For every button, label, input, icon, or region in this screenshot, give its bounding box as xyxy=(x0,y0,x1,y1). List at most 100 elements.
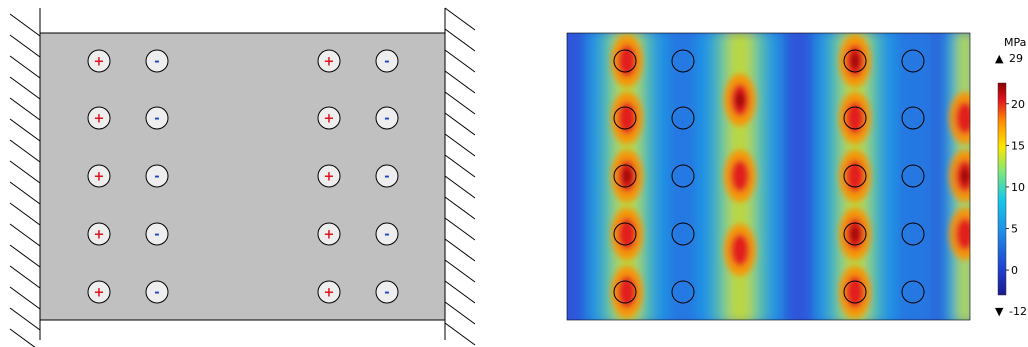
plus-sign: + xyxy=(324,55,335,70)
hatch-line xyxy=(9,55,41,79)
minus-sign: - xyxy=(384,55,389,70)
plus-sign: + xyxy=(94,228,105,243)
positive-electrode: + xyxy=(87,222,111,246)
positive-electrode: + xyxy=(317,164,341,188)
plus-sign: + xyxy=(324,170,335,185)
electrode-outline xyxy=(671,164,695,188)
min-marker: ▼ xyxy=(995,305,1004,318)
hatch-line xyxy=(9,223,41,247)
minus-sign: - xyxy=(154,170,159,185)
electrode-outline xyxy=(671,222,695,246)
colorbar-tick-label: 5 xyxy=(1011,222,1018,235)
hatch-line xyxy=(444,133,476,157)
hatch-line xyxy=(9,118,41,142)
minus-sign: - xyxy=(384,170,389,185)
minus-sign: - xyxy=(154,112,159,127)
plus-sign: + xyxy=(94,286,105,301)
colorbar-unit: MPa xyxy=(1004,36,1026,49)
negative-electrode: - xyxy=(375,106,399,130)
electrode-outline xyxy=(843,164,867,188)
negative-electrode: - xyxy=(145,106,169,130)
stress-map-frame xyxy=(566,32,971,321)
positive-electrode: + xyxy=(87,106,111,130)
hatch-line xyxy=(444,28,476,52)
positive-electrode: + xyxy=(317,222,341,246)
hatch-line xyxy=(444,322,476,346)
electrode-outline xyxy=(613,222,637,246)
colorbar: MPa ▲ 29 20 15 10 5 0 ▼ -12 xyxy=(995,36,1027,318)
plus-sign: + xyxy=(94,112,105,127)
plus-sign: + xyxy=(324,112,335,127)
hatch-line xyxy=(9,286,41,310)
hatch-line xyxy=(444,217,476,241)
hatch-line xyxy=(444,154,476,178)
minus-sign: - xyxy=(384,112,389,127)
minus-sign: - xyxy=(154,55,159,70)
negative-electrode: - xyxy=(145,49,169,73)
minus-sign: - xyxy=(154,286,159,301)
electrode-outline xyxy=(843,106,867,130)
electrode-outline xyxy=(901,280,925,304)
hatch-line xyxy=(9,265,41,289)
negative-electrode: - xyxy=(375,49,399,73)
plus-sign: + xyxy=(324,286,335,301)
electrode-outline xyxy=(901,49,925,73)
min-value: -12 xyxy=(1009,305,1027,318)
colorbar-tick-label: 10 xyxy=(1011,181,1025,194)
colorbar-tick-label: 15 xyxy=(1011,139,1025,152)
electrode-outline xyxy=(843,280,867,304)
electrode-outline xyxy=(613,280,637,304)
hatch-line xyxy=(9,34,41,58)
hatch-line xyxy=(9,160,41,184)
negative-electrode: - xyxy=(145,222,169,246)
colorbar-tick-label: 20 xyxy=(1011,98,1025,111)
negative-electrode: - xyxy=(375,280,399,304)
positive-electrode: + xyxy=(87,164,111,188)
hatch-line xyxy=(444,112,476,136)
electrode-outline xyxy=(613,164,637,188)
hatch-line xyxy=(9,307,41,331)
electrode-outline xyxy=(671,49,695,73)
hatch-line xyxy=(9,97,41,121)
positive-electrode: + xyxy=(317,280,341,304)
hatch-line xyxy=(444,175,476,199)
electrode-outline xyxy=(671,280,695,304)
hatch-line xyxy=(9,139,41,163)
positive-electrode: + xyxy=(87,49,111,73)
electrode-outline xyxy=(671,106,695,130)
hatch-line xyxy=(444,70,476,94)
negative-electrode: - xyxy=(145,280,169,304)
hatch-line xyxy=(444,196,476,220)
hatch-line xyxy=(444,238,476,262)
max-marker: ▲ xyxy=(995,52,1004,65)
hatch-line xyxy=(9,13,41,37)
hatch-line xyxy=(9,202,41,226)
plus-sign: + xyxy=(324,228,335,243)
electrode-outline xyxy=(901,164,925,188)
hatch-line xyxy=(444,301,476,325)
max-value: 29 xyxy=(1009,52,1023,65)
positive-electrode: + xyxy=(317,49,341,73)
plus-sign: + xyxy=(94,170,105,185)
electrode-outline xyxy=(901,106,925,130)
right-hatch-support xyxy=(444,7,476,346)
negative-electrode: - xyxy=(375,222,399,246)
electrode-grid: + - + - + - + - + - + - + - + - + - + - xyxy=(87,49,399,304)
colorbar-bar xyxy=(997,82,1007,296)
hatch-line xyxy=(9,328,36,347)
electrode-outline xyxy=(901,222,925,246)
negative-electrode: - xyxy=(145,164,169,188)
hatch-line xyxy=(9,181,41,205)
positive-electrode: + xyxy=(317,106,341,130)
minus-sign: - xyxy=(384,228,389,243)
positive-electrode: + xyxy=(87,280,111,304)
plus-sign: + xyxy=(94,55,105,70)
hatch-line xyxy=(444,91,476,115)
minus-sign: - xyxy=(154,228,159,243)
hatch-line xyxy=(444,259,476,283)
hatch-line xyxy=(9,76,41,100)
stress-map xyxy=(567,33,970,320)
electrode-outline xyxy=(613,49,637,73)
electrode-outline xyxy=(843,222,867,246)
electrode-outline xyxy=(613,106,637,130)
